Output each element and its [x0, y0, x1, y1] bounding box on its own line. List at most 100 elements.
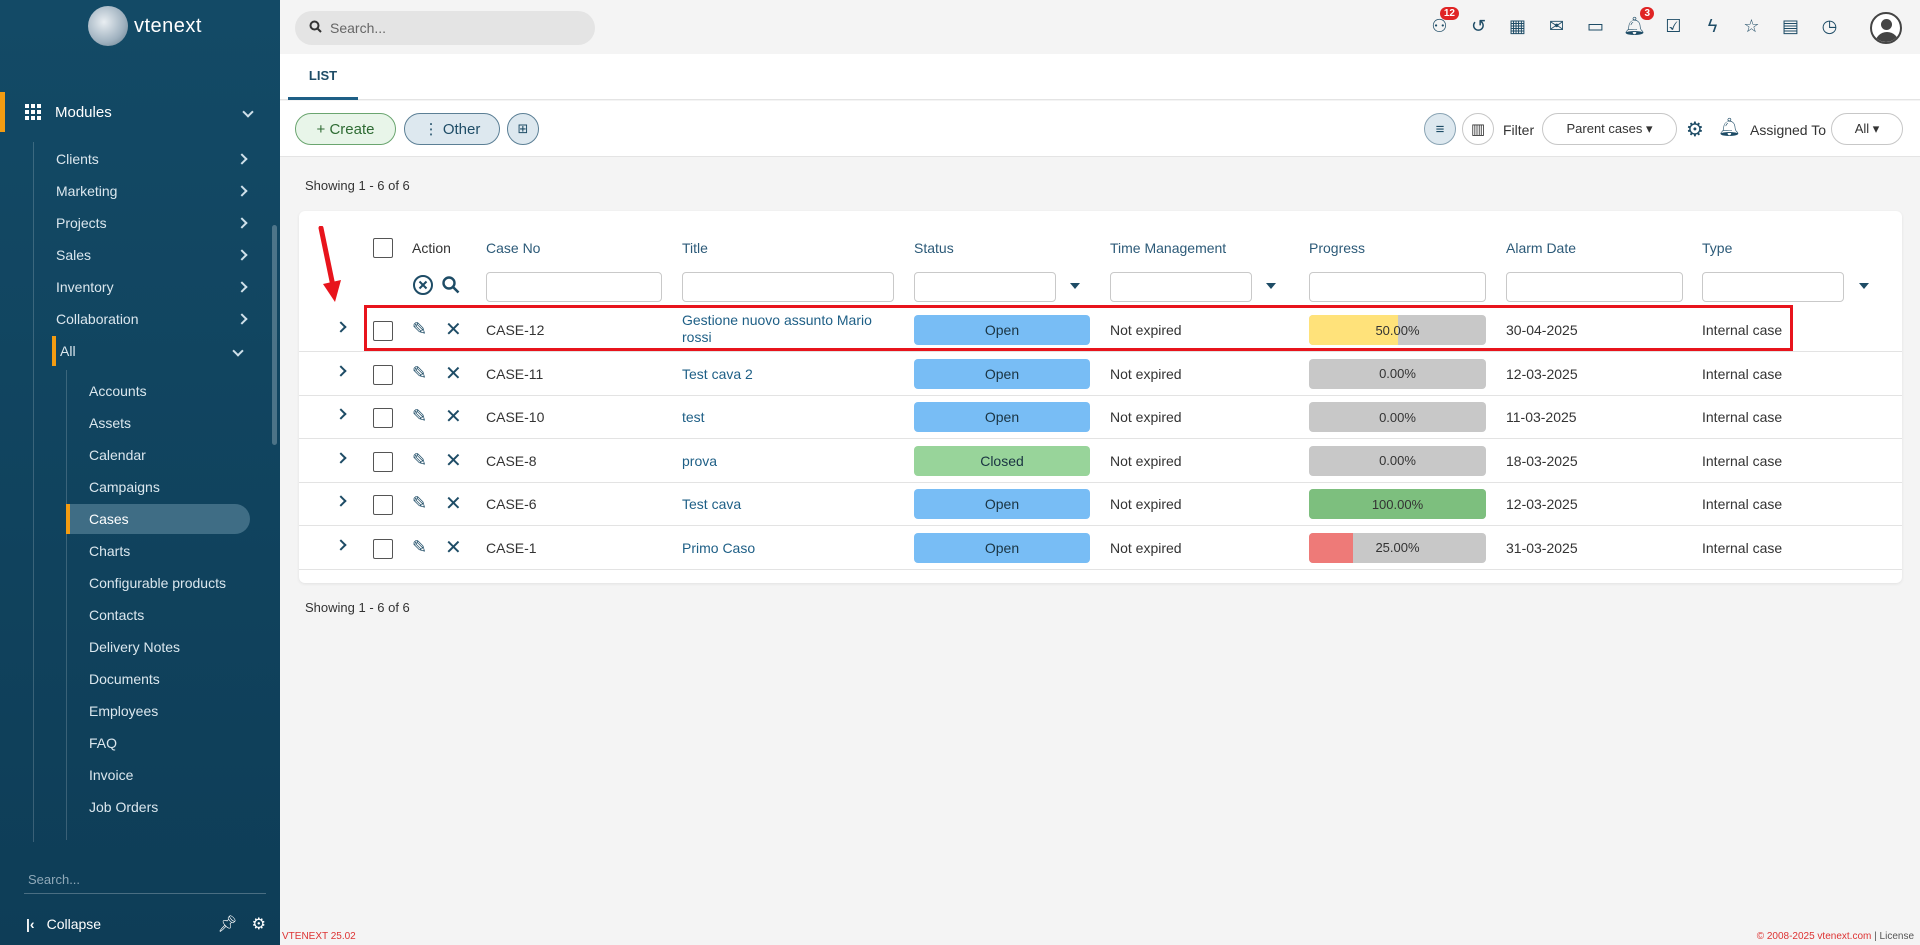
clear-filter-icon[interactable]	[412, 274, 434, 299]
edit-pencil-icon[interactable]: ✎	[412, 319, 428, 339]
other-button[interactable]: ⋮ Other	[404, 113, 500, 145]
sidebar-group-collaboration[interactable]: Collaboration	[56, 304, 266, 334]
edit-pencil-icon[interactable]: ✎	[412, 536, 428, 557]
collapse-button[interactable]: |‹ Collapse 📌︎ ⚙	[0, 908, 280, 940]
header-case-no[interactable]: Case No	[486, 240, 541, 256]
filter-case-no-input[interactable]	[486, 272, 662, 302]
search-icon[interactable]	[441, 275, 461, 298]
star-icon[interactable]: ☆	[1741, 14, 1762, 38]
create-button[interactable]: + Create	[295, 113, 396, 145]
chat-icon[interactable]: ▭	[1585, 14, 1606, 38]
expand-row-icon[interactable]	[335, 495, 347, 507]
license-link[interactable]: License	[1879, 931, 1914, 942]
sidebar-group-inventory[interactable]: Inventory	[56, 272, 266, 302]
row-checkbox[interactable]	[373, 408, 393, 428]
sidebar-item-job-orders[interactable]: Job Orders	[89, 799, 159, 815]
row-checkbox[interactable]	[373, 538, 393, 559]
expand-row-icon[interactable]	[335, 321, 347, 333]
modules-menu-header[interactable]: Modules	[0, 92, 280, 132]
sidebar-item-employees[interactable]: Employees	[89, 703, 159, 719]
cell-title-link[interactable]: test	[682, 409, 705, 425]
cell-title-link[interactable]: Test cava 2	[682, 365, 753, 382]
timer-icon[interactable]: ◷	[1819, 14, 1840, 38]
sidebar-group-all[interactable]: All	[52, 336, 262, 366]
filter-title-input[interactable]	[682, 272, 894, 302]
sidebar-item-assets[interactable]: Assets	[89, 415, 132, 431]
filter-select[interactable]: Parent cases ▾	[1542, 113, 1677, 145]
tab-list[interactable]: LIST	[288, 54, 358, 100]
calendar-icon[interactable]: ▦	[1507, 14, 1528, 38]
expand-row-icon[interactable]	[335, 538, 347, 551]
sidebar-item-calendar[interactable]: Calendar	[89, 447, 146, 463]
bell-icon[interactable]: 🔔︎	[1718, 117, 1741, 137]
sidebar-item-configurable-products[interactable]: Configurable products	[89, 575, 226, 591]
kanban-view-button[interactable]: ▥	[1462, 113, 1494, 145]
row-checkbox[interactable]	[373, 364, 393, 385]
filter-type-select[interactable]	[1702, 272, 1844, 302]
cell-title-link[interactable]: Primo Caso	[682, 539, 756, 556]
sidebar-item-faq[interactable]: FAQ	[89, 735, 118, 751]
filter-time-select[interactable]	[1110, 272, 1252, 302]
delete-x-icon[interactable]: ✕	[445, 362, 462, 385]
cell-title-link[interactable]: Gestione nuovo assunto Mario rossi	[682, 312, 872, 345]
edit-pencil-icon[interactable]: ✎	[412, 406, 428, 426]
global-search-input[interactable]: Search...	[295, 11, 595, 45]
logo[interactable]: vtenext	[88, 6, 202, 46]
sidebar-item-delivery-notes[interactable]: Delivery Notes	[89, 639, 181, 655]
sidebar-group-projects[interactable]: Projects	[56, 208, 266, 238]
history-icon[interactable]: ↺	[1468, 14, 1489, 38]
sidebar-item-charts[interactable]: Charts	[89, 543, 131, 559]
edit-pencil-icon[interactable]: ✎	[412, 493, 428, 513]
filter-alarm-date-input[interactable]	[1506, 272, 1683, 302]
delete-x-icon[interactable]: ✕	[445, 449, 462, 472]
sidebar-group-sales[interactable]: Sales	[56, 240, 266, 270]
sidebar-group-marketing[interactable]: Marketing	[56, 176, 266, 206]
gear-icon[interactable]: ⚙	[251, 916, 266, 933]
sidebar-item-contacts[interactable]: Contacts	[89, 607, 145, 623]
sidebar-item-accounts[interactable]: Accounts	[89, 383, 147, 399]
sidebar-scrollbar[interactable]	[272, 225, 277, 445]
task-check-icon[interactable]: ☑	[1663, 14, 1684, 38]
sidebar-item-invoice[interactable]: Invoice	[89, 767, 134, 783]
module-settings-button[interactable]: ⊞	[507, 113, 539, 145]
row-checkbox[interactable]	[373, 321, 393, 341]
header-progress[interactable]: Progress	[1309, 240, 1366, 256]
list-view-button[interactable]: ≡	[1424, 113, 1456, 145]
sidebar-group-clients[interactable]: Clients	[56, 144, 266, 174]
header-alarm-date[interactable]: Alarm Date	[1506, 240, 1577, 256]
pin-icon[interactable]: 📌︎	[217, 916, 238, 933]
assigned-to-select[interactable]: All ▾	[1831, 113, 1903, 145]
lightning-icon[interactable]: ϟ	[1702, 14, 1723, 38]
delete-x-icon[interactable]: ✕	[445, 319, 462, 341]
header-type[interactable]: Type	[1702, 240, 1733, 256]
expand-row-icon[interactable]	[335, 451, 347, 464]
select-all-checkbox[interactable]	[373, 238, 393, 258]
caret-down-icon[interactable]	[1266, 283, 1276, 289]
caret-down-icon[interactable]	[1859, 283, 1869, 289]
delete-x-icon[interactable]: ✕	[445, 406, 462, 428]
header-title[interactable]: Title	[682, 240, 708, 256]
delete-x-icon[interactable]: ✕	[445, 493, 462, 515]
bell-icon[interactable]: 🔔︎ 3	[1623, 7, 1654, 38]
row-checkbox[interactable]	[373, 495, 393, 515]
edit-pencil-icon[interactable]: ✎	[412, 449, 428, 470]
sidebar-item-documents[interactable]: Documents	[89, 671, 160, 687]
row-checkbox[interactable]	[373, 451, 393, 472]
mail-icon[interactable]: ✉	[1546, 14, 1567, 38]
filter-progress-input[interactable]	[1309, 272, 1486, 302]
sidebar-item-campaigns[interactable]: Campaigns	[89, 479, 160, 495]
header-time-management[interactable]: Time Management	[1110, 240, 1227, 256]
cell-title-link[interactable]: prova	[682, 452, 718, 469]
caret-down-icon[interactable]	[1070, 283, 1080, 289]
filter-status-select[interactable]	[914, 272, 1056, 302]
hierarchy-icon[interactable]: ⚇ 12	[1429, 7, 1459, 38]
gear-icon[interactable]: ⚙	[1686, 119, 1704, 141]
header-status[interactable]: Status	[914, 240, 954, 256]
edit-pencil-icon[interactable]: ✎	[412, 362, 428, 383]
expand-row-icon[interactable]	[335, 364, 347, 377]
user-avatar[interactable]	[1870, 12, 1902, 44]
sidebar-search-input[interactable]: Search...	[24, 866, 266, 894]
document-icon[interactable]: ▤	[1780, 14, 1801, 38]
expand-row-icon[interactable]	[335, 408, 347, 420]
cell-title-link[interactable]: Test cava	[682, 496, 742, 512]
